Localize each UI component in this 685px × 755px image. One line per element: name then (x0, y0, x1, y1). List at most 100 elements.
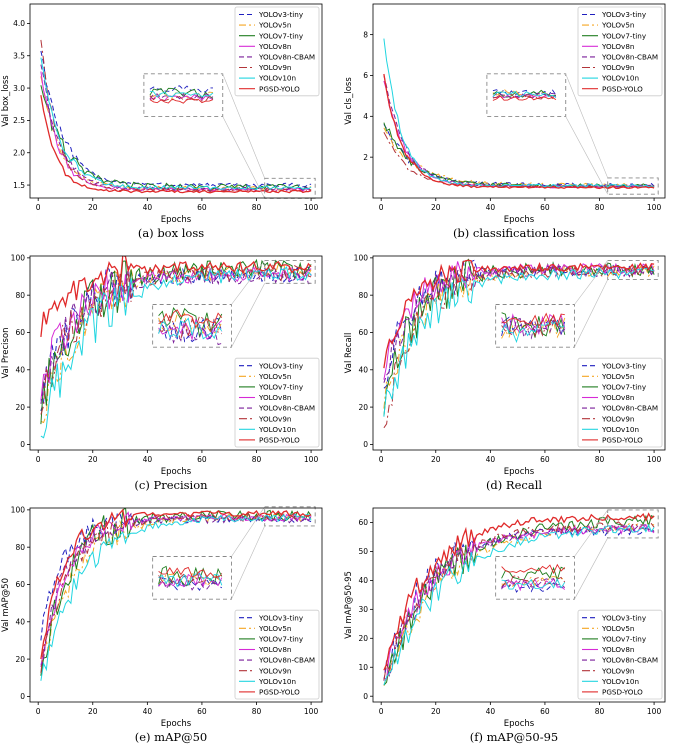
y-axis-label: Val Recall (344, 333, 354, 374)
legend-entry-label: YOLOv8n-CBAM (258, 404, 315, 413)
legend-entry-label: YOLOv8n-CBAM (258, 656, 315, 665)
series-line-yolov5n (383, 127, 655, 189)
x-axis-label: Epochs (161, 467, 192, 477)
y-tick-label: 4 (363, 112, 368, 121)
legend: YOLOv3-tinyYOLOv5nYOLOv7-tinyYOLOv8nYOLO… (234, 609, 320, 700)
series-line-pgsd-yolo (383, 73, 655, 190)
series-line-yolov5n (383, 265, 655, 409)
panel-caption: (d) Recall (485, 478, 543, 492)
series-line-yolov3-tiny (383, 526, 655, 681)
legend-entry-label: YOLOv10n (601, 677, 639, 686)
x-tick-label: 80 (595, 455, 605, 464)
legend-box (577, 609, 663, 700)
inset-line-pgsd-yolo (158, 309, 223, 328)
y-tick-label: 40 (15, 617, 25, 626)
legend-entry-label: YOLOv3-tiny (601, 361, 647, 370)
y-tick-label: 80 (15, 291, 25, 300)
zoom-connector (231, 525, 265, 600)
y-tick-label: 20 (15, 655, 25, 664)
x-tick-label: 100 (647, 203, 662, 212)
y-tick-label: 40 (358, 576, 368, 585)
zoom-region-box (607, 177, 659, 195)
inset-line-yolov3-tiny (501, 581, 565, 593)
legend: YOLOv3-tinyYOLOv5nYOLOv7-tinyYOLOv8nYOLO… (234, 357, 320, 448)
x-tick-label: 0 (379, 455, 384, 464)
legend-entry-label: YOLOv9n (258, 63, 291, 72)
series-line-yolov9n (383, 521, 655, 681)
x-tick-label: 60 (540, 203, 550, 212)
legend-entry-label: YOLOv5n (601, 372, 634, 381)
x-tick-label: 40 (486, 203, 496, 212)
legend-entry-label: YOLOv5n (258, 624, 291, 633)
y-tick-label: 60 (15, 580, 25, 589)
series-line-pgsd-yolo (40, 95, 312, 194)
panel-caption: (f) mAP@50-95 (469, 730, 559, 744)
inset-line-yolov7-tiny (149, 87, 214, 99)
x-tick-label: 0 (36, 707, 41, 716)
series-line-yolov7-tiny (383, 514, 655, 686)
chart-map5095: 0 20 40 60 80 100 0 10 20 30 40 50 60 Epochs Val mAP@5… (344, 507, 666, 729)
y-tick-label: 100 (354, 254, 369, 263)
legend-entry-label: YOLOv8n-CBAM (601, 656, 658, 665)
legend-entry-label: PGSD-YOLO (259, 688, 300, 697)
series-line-yolov10n (383, 523, 655, 686)
legend-entry-label: YOLOv7-tiny (258, 635, 304, 644)
inset-line-yolov9n (149, 95, 214, 102)
y-tick-label: 0 (363, 692, 368, 701)
inset-line-yolov8n (492, 93, 557, 100)
x-tick-label: 20 (88, 203, 98, 212)
inset-line-yolov5n (158, 312, 223, 338)
inset-line-yolov3-tiny (492, 88, 557, 97)
inset-line-yolov8n (158, 318, 223, 342)
legend-entry-label: YOLOv5n (601, 21, 634, 30)
zoom-connector (574, 260, 608, 305)
legend-entry-label: YOLOv5n (601, 624, 634, 633)
x-tick-label: 20 (431, 203, 441, 212)
series-line-yolov9n (383, 132, 655, 189)
plot-frame (372, 3, 666, 199)
y-tick-label: 8 (363, 30, 368, 39)
zoom-region-box (264, 259, 316, 284)
chart-cls: 0 20 40 60 80 100 2 4 6 8 Epochs Val cls_loss YOLOv3… (344, 3, 666, 225)
legend-entry-label: YOLOv3-tiny (258, 10, 304, 19)
x-tick-label: 100 (304, 203, 319, 212)
y-tick-label: 50 (358, 547, 368, 556)
y-tick-label: 4.0 (13, 19, 25, 28)
legend-entry-label: YOLOv5n (258, 21, 291, 30)
inset-line-yolov10n (149, 90, 214, 98)
x-tick-label: 40 (143, 203, 153, 212)
zoom-connector (231, 283, 265, 348)
x-tick-label: 0 (379, 707, 384, 716)
x-tick-label: 60 (197, 707, 207, 716)
series-line-yolov3-tiny (383, 124, 655, 187)
legend-entry-label: YOLOv8n-CBAM (601, 404, 658, 413)
legend-entry-label: YOLOv8n (258, 42, 291, 51)
x-axis-label: Epochs (504, 719, 535, 729)
legend-entry-label: YOLOv8n (601, 393, 634, 402)
legend: YOLOv3-tinyYOLOv5nYOLOv7-tinyYOLOv8nYOLO… (234, 6, 320, 97)
legend-entry-label: YOLOv7-tiny (601, 31, 647, 40)
x-tick-label: 60 (197, 455, 207, 464)
x-tick-label: 20 (88, 707, 98, 716)
series-line-yolov3-tiny (40, 50, 312, 188)
zoom-region-box (264, 506, 316, 527)
series-line-yolov10n (383, 38, 655, 188)
plot-frame (29, 3, 323, 199)
y-tick-label: 40 (15, 365, 25, 374)
x-tick-label: 0 (36, 203, 41, 212)
y-tick-label: 60 (358, 518, 368, 527)
y-axis-label: Val mAP@50 (1, 578, 11, 632)
inset-line-yolov5n (501, 317, 566, 339)
legend-entry-label: YOLOv9n (601, 666, 634, 675)
x-tick-label: 80 (252, 455, 262, 464)
plot-frame (372, 255, 666, 451)
legend-entry-label: PGSD-YOLO (602, 436, 643, 445)
x-tick-label: 80 (252, 203, 262, 212)
legend-entry-label: YOLOv10n (258, 425, 296, 434)
zoom-connector (231, 260, 265, 305)
inset-line-yolov10n (501, 578, 566, 590)
y-tick-label: 0 (20, 440, 25, 449)
chart-panel-precision: 0 20 40 60 80 100 0 20 40 60 80 100 Epochs Val Precis… (0, 252, 342, 503)
y-tick-label: 1.5 (13, 181, 25, 190)
x-tick-label: 40 (143, 707, 153, 716)
